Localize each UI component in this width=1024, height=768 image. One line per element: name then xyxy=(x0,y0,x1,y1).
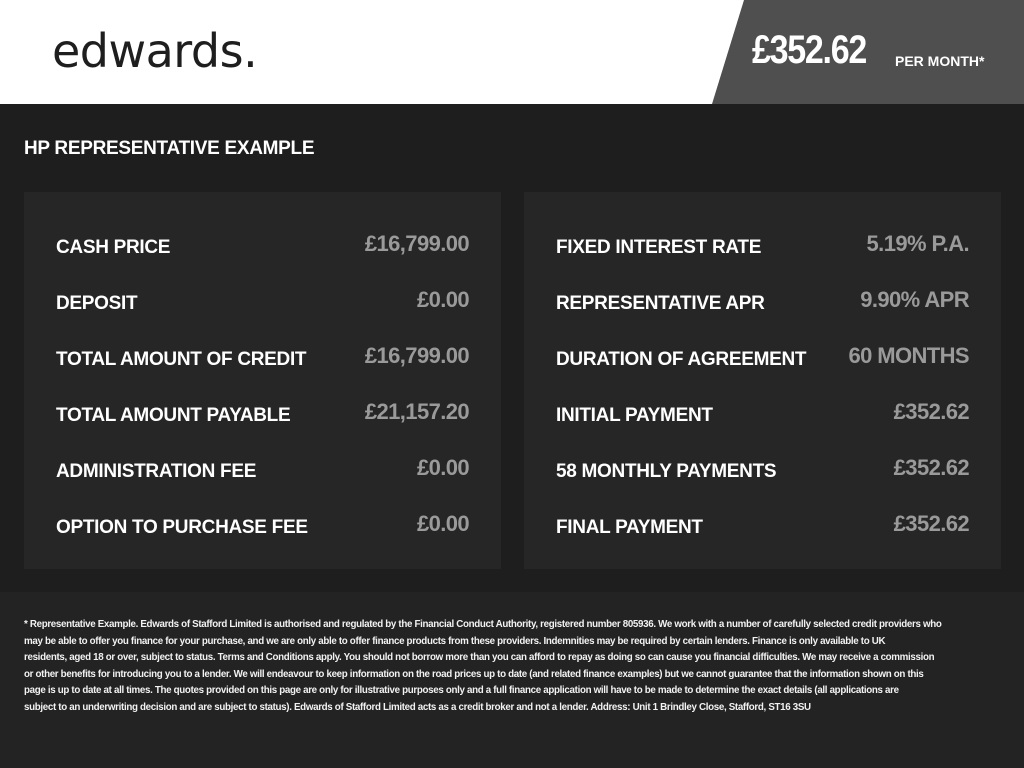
finance-value: 5.19% P.A. xyxy=(866,231,970,256)
per-month-label: PER MONTH* xyxy=(895,53,985,69)
finance-label: TOTAL AMOUNT PAYABLE xyxy=(56,405,291,426)
finance-label: REPRESENTATIVE APR xyxy=(556,293,765,314)
finance-label: FIXED INTEREST RATE xyxy=(556,237,762,258)
finance-panel-left: CASH PRICE £16,799.00 DEPOSIT £0.00 TOTAL AM… xyxy=(24,192,501,569)
finance-value: £352.62 xyxy=(893,399,970,424)
finance-panel-right: FIXED INTEREST RATE 5.19% P.A. REPRESENTAT… xyxy=(524,192,1001,569)
finance-row: FIXED INTEREST RATE 5.19% P.A. xyxy=(556,216,970,272)
finance-row: REPRESENTATIVE APR 9.90% APR xyxy=(556,272,970,328)
finance-row: INITIAL PAYMENT £352.62 xyxy=(556,384,970,440)
finance-row: OPTION TO PURCHASE FEE £0.00 xyxy=(56,496,470,552)
finance-value: £352.62 xyxy=(893,511,970,536)
disclaimer-line: subject to an underwriting decision and … xyxy=(24,700,811,713)
finance-value: £21,157.20 xyxy=(364,399,470,424)
finance-label: 58 MONTHLY PAYMENTS xyxy=(556,461,777,482)
disclaimer: * Representative Example. Edwards of Sta… xyxy=(0,592,1024,768)
finance-label: DURATION OF AGREEMENT xyxy=(556,349,807,370)
finance-value: £352.62 xyxy=(893,455,970,480)
finance-row: DURATION OF AGREEMENT 60 MONTHS xyxy=(556,328,970,384)
finance-row: TOTAL AMOUNT OF CREDIT £16,799.00 xyxy=(56,328,470,384)
finance-row: ADMINISTRATION FEE £0.00 xyxy=(56,440,470,496)
finance-label: DEPOSIT xyxy=(56,293,138,314)
disclaimer-line: may be able to offer you finance for you… xyxy=(24,634,886,647)
monthly-price-panel: £352.62 PER MONTH* xyxy=(712,0,1024,104)
finance-label: CASH PRICE xyxy=(56,237,171,258)
logo[interactable]: edwards. xyxy=(52,24,258,78)
finance-label: TOTAL AMOUNT OF CREDIT xyxy=(56,349,307,370)
finance-value: £16,799.00 xyxy=(364,343,470,368)
finance-row: CASH PRICE £16,799.00 xyxy=(56,216,470,272)
monthly-price: £352.62 xyxy=(752,28,867,72)
header: edwards. £352.62 PER MONTH* xyxy=(0,0,1024,104)
finance-row: FINAL PAYMENT £352.62 xyxy=(556,496,970,552)
disclaimer-line: page is up to date at all times. The quo… xyxy=(24,684,899,696)
finance-value: £16,799.00 xyxy=(364,231,470,256)
finance-label: ADMINISTRATION FEE xyxy=(56,461,257,482)
finance-label: OPTION TO PURCHASE FEE xyxy=(56,517,308,538)
disclaimer-line: or other benefits for introducing you to… xyxy=(24,667,924,680)
finance-row: DEPOSIT £0.00 xyxy=(56,272,470,328)
disclaimer-line: residents, aged 18 or over, subject to s… xyxy=(24,651,935,663)
finance-label: FINAL PAYMENT xyxy=(556,517,703,538)
finance-value: £0.00 xyxy=(416,455,470,480)
finance-row: 58 MONTHLY PAYMENTS £352.62 xyxy=(556,440,970,496)
finance-label: INITIAL PAYMENT xyxy=(556,405,713,426)
finance-value: £0.00 xyxy=(416,511,470,536)
finance-value: 60 MONTHS xyxy=(848,343,969,368)
section-title: HP REPRESENTATIVE EXAMPLE xyxy=(24,138,315,159)
finance-value: £0.00 xyxy=(416,287,470,312)
finance-value: 9.90% APR xyxy=(860,287,969,312)
finance-row: TOTAL AMOUNT PAYABLE £21,157.20 xyxy=(56,384,470,440)
disclaimer-line: * Representative Example. Edwards of Sta… xyxy=(24,618,942,630)
